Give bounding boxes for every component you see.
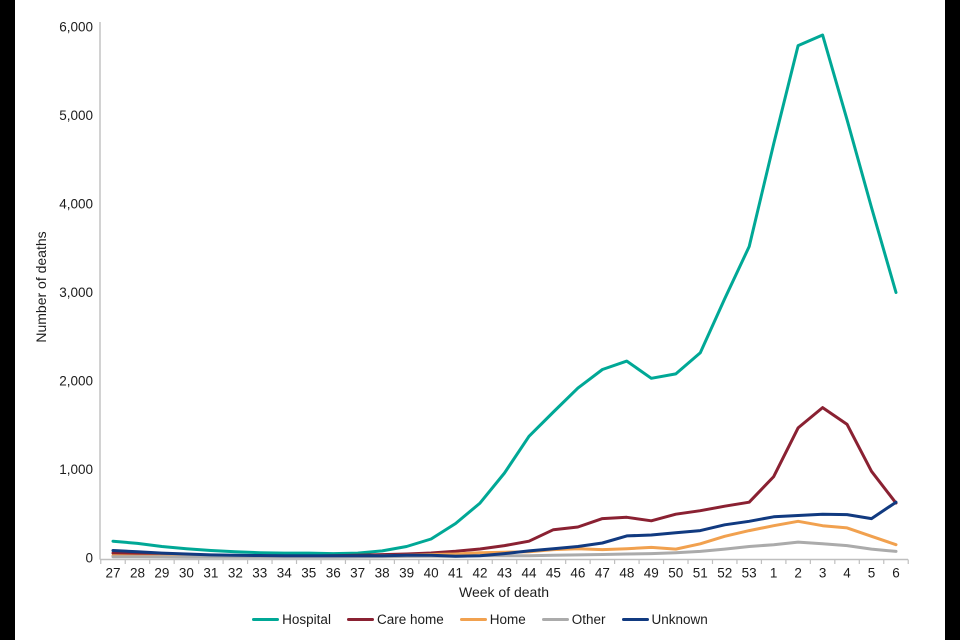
- legend-label: Unknown: [651, 612, 708, 627]
- y-axis-title: Number of deaths: [33, 231, 49, 342]
- y-tick-label: 4,000: [59, 197, 93, 212]
- x-tick-label: 30: [179, 566, 194, 581]
- y-tick-label: 5,000: [59, 108, 93, 123]
- legend-item-other: Other: [541, 612, 606, 627]
- legend-label: Home: [489, 612, 526, 627]
- x-tick-label: 38: [375, 566, 390, 581]
- x-tick-label: 46: [570, 566, 585, 581]
- chart-svg: 0 1,000 2,000 3,000 4,000 5,000 6,000 27 28 29 30 3…: [33, 20, 909, 600]
- x-tick-label: 37: [350, 566, 365, 581]
- legend-item-unknown: Unknown: [621, 612, 708, 627]
- x-tick-label: 52: [717, 566, 732, 581]
- x-tick-label: 31: [203, 566, 218, 581]
- legend-item-hospital: Hospital: [252, 612, 331, 627]
- legend-swatch: [541, 617, 569, 622]
- x-tick-label: 33: [252, 566, 267, 581]
- x-tick-label: 5: [868, 566, 876, 581]
- y-tick-label: 2,000: [59, 374, 93, 389]
- x-tick-label: 6: [892, 566, 900, 581]
- x-tick-label: 47: [595, 566, 610, 581]
- y-tick-label: 1,000: [59, 462, 93, 477]
- series-line-unknown: [111, 500, 898, 558]
- x-tick-label: 44: [521, 566, 537, 581]
- x-tick-label: 48: [619, 566, 634, 581]
- x-tick-label: 53: [742, 566, 757, 581]
- x-tick-label: 28: [130, 566, 145, 581]
- series-line-hospital: [111, 33, 898, 556]
- left-black-bar: [0, 0, 15, 640]
- right-black-bar: [945, 0, 960, 640]
- x-tick-label: 3: [819, 566, 827, 581]
- legend: Hospital Care home Home Other Unknown: [15, 612, 945, 627]
- y-tick-label: 6,000: [59, 20, 93, 35]
- x-tick-label: 45: [546, 566, 561, 581]
- legend-swatch: [459, 617, 487, 622]
- x-tick-label: 40: [424, 566, 439, 581]
- chart-panel: 0 1,000 2,000 3,000 4,000 5,000 6,000 27 28 29 30 3…: [15, 0, 945, 640]
- x-tick-label: 27: [105, 566, 120, 581]
- x-tick-label: 2: [794, 566, 802, 581]
- legend-swatch: [346, 617, 374, 622]
- x-tick-label: 42: [473, 566, 488, 581]
- x-tick-label: 34: [277, 566, 293, 581]
- legend-item-home: Home: [459, 612, 526, 627]
- y-tick-label: 3,000: [59, 285, 93, 300]
- legend-item-care-home: Care home: [346, 612, 444, 627]
- legend-label: Hospital: [282, 612, 331, 627]
- legend-label: Other: [571, 612, 606, 627]
- x-tick-label: 51: [693, 566, 708, 581]
- x-tick-label: 49: [644, 566, 659, 581]
- y-tick-label: 0: [85, 551, 93, 566]
- legend-swatch: [252, 617, 280, 622]
- x-tick-label: 43: [497, 566, 512, 581]
- x-tick-label: 35: [301, 566, 316, 581]
- legend-swatch: [621, 617, 649, 622]
- legend-label: Care home: [376, 612, 444, 627]
- x-tick-label: 29: [154, 566, 169, 581]
- series-line-care-home: [111, 406, 898, 558]
- x-tick-label: 1: [770, 566, 778, 581]
- x-tick-label: 50: [668, 566, 683, 581]
- series-line-other: [111, 540, 898, 559]
- x-tick-label: 32: [228, 566, 243, 581]
- x-axis-title: Week of death: [459, 584, 549, 600]
- x-tick-label: 41: [448, 566, 463, 581]
- x-tick-label: 4: [843, 566, 851, 581]
- x-tick-label: 36: [326, 566, 341, 581]
- x-tick-label: 39: [399, 566, 414, 581]
